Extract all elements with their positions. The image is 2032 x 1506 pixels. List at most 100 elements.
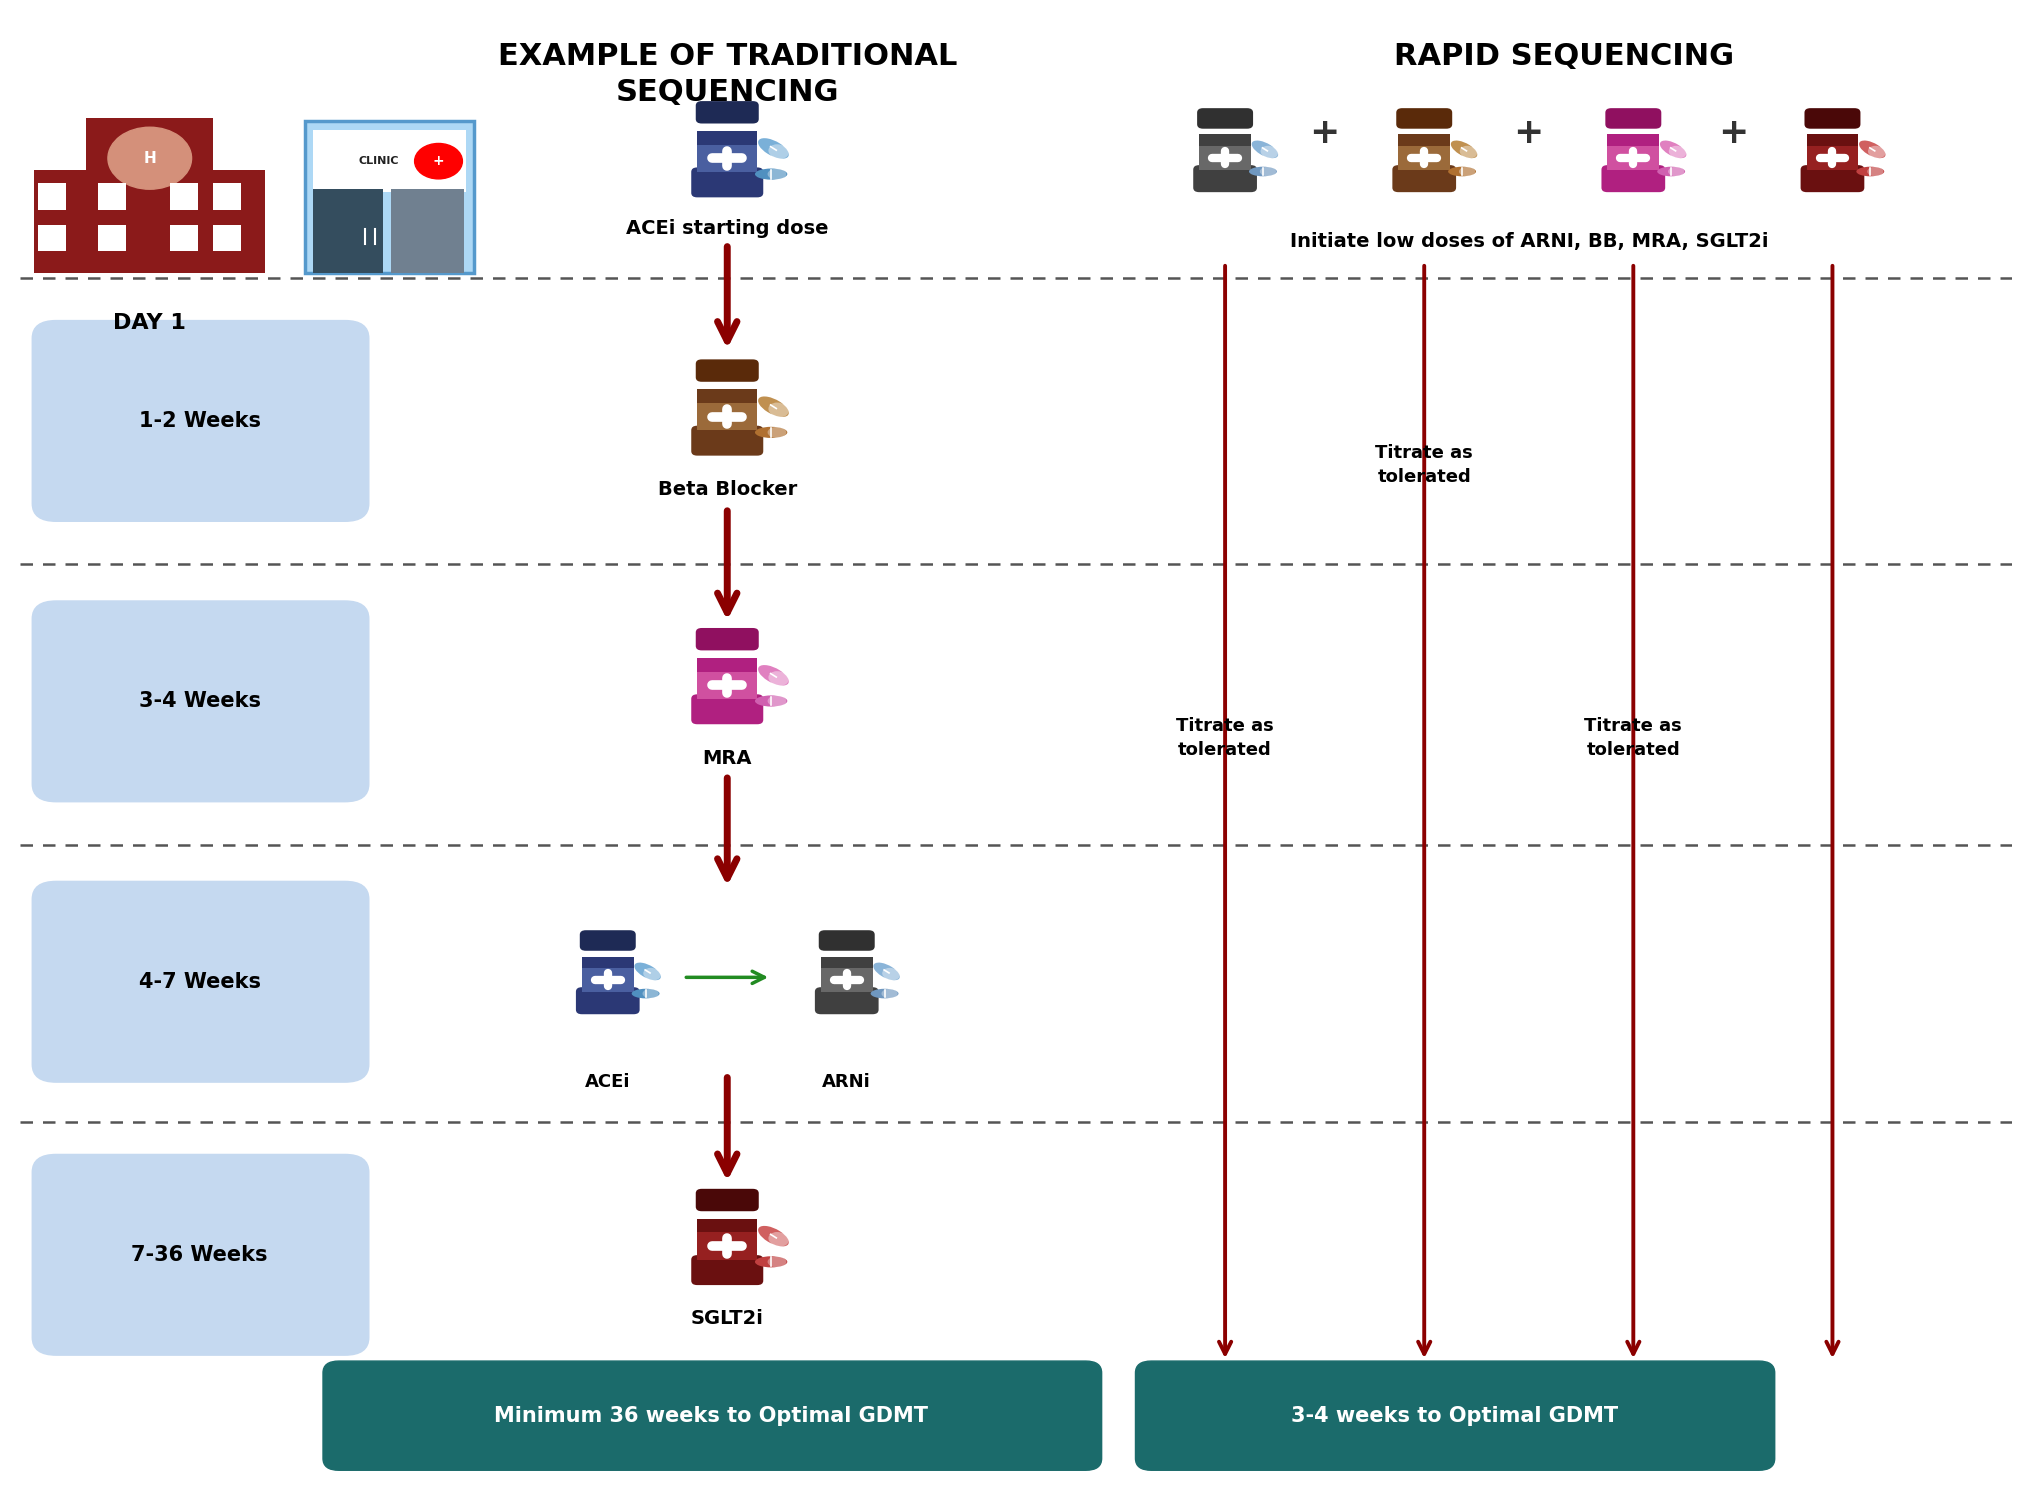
- Text: CLINIC: CLINIC: [358, 157, 398, 166]
- Ellipse shape: [644, 968, 660, 980]
- Text: ACEi starting dose: ACEi starting dose: [626, 218, 829, 238]
- FancyBboxPatch shape: [33, 601, 370, 801]
- Ellipse shape: [768, 402, 788, 417]
- FancyBboxPatch shape: [697, 672, 758, 699]
- FancyBboxPatch shape: [1199, 134, 1252, 146]
- FancyBboxPatch shape: [98, 224, 126, 252]
- Ellipse shape: [758, 139, 788, 158]
- Text: Initiate low doses of ARNI, BB, MRA, SGLT2i: Initiate low doses of ARNI, BB, MRA, SGL…: [1290, 232, 1768, 252]
- Text: Titrate as
tolerated: Titrate as tolerated: [1376, 444, 1473, 486]
- Ellipse shape: [632, 989, 660, 998]
- Text: 3-4 weeks to Optimal GDMT: 3-4 weeks to Optimal GDMT: [1290, 1405, 1617, 1426]
- Ellipse shape: [882, 968, 900, 980]
- FancyBboxPatch shape: [695, 101, 758, 123]
- FancyBboxPatch shape: [695, 1188, 758, 1211]
- Ellipse shape: [758, 396, 788, 417]
- Ellipse shape: [768, 169, 786, 179]
- Ellipse shape: [1668, 146, 1687, 158]
- FancyBboxPatch shape: [691, 167, 764, 197]
- FancyBboxPatch shape: [35, 262, 266, 274]
- FancyBboxPatch shape: [33, 321, 370, 521]
- Ellipse shape: [768, 1256, 786, 1268]
- Ellipse shape: [756, 169, 786, 179]
- FancyBboxPatch shape: [39, 224, 67, 252]
- Ellipse shape: [1459, 146, 1477, 158]
- FancyBboxPatch shape: [213, 184, 242, 209]
- FancyBboxPatch shape: [35, 170, 89, 267]
- Ellipse shape: [642, 989, 658, 998]
- Ellipse shape: [768, 696, 786, 706]
- FancyBboxPatch shape: [1806, 134, 1859, 146]
- FancyBboxPatch shape: [1199, 146, 1252, 170]
- Circle shape: [108, 127, 191, 190]
- Ellipse shape: [1260, 146, 1278, 158]
- Ellipse shape: [1859, 140, 1886, 158]
- Ellipse shape: [1252, 140, 1278, 158]
- Ellipse shape: [1459, 167, 1475, 176]
- FancyBboxPatch shape: [697, 1232, 758, 1259]
- FancyBboxPatch shape: [171, 224, 197, 252]
- Text: H: H: [144, 151, 156, 166]
- Ellipse shape: [756, 426, 786, 438]
- Text: Beta Blocker: Beta Blocker: [658, 480, 797, 498]
- Text: +: +: [433, 154, 445, 169]
- FancyBboxPatch shape: [390, 190, 465, 274]
- Ellipse shape: [1668, 167, 1685, 176]
- Ellipse shape: [1451, 140, 1477, 158]
- FancyBboxPatch shape: [323, 1361, 1101, 1470]
- FancyBboxPatch shape: [691, 426, 764, 456]
- FancyBboxPatch shape: [1392, 166, 1457, 193]
- Ellipse shape: [1449, 167, 1475, 176]
- FancyBboxPatch shape: [33, 881, 370, 1083]
- Ellipse shape: [870, 989, 898, 998]
- FancyBboxPatch shape: [1605, 108, 1662, 128]
- Ellipse shape: [1658, 167, 1685, 176]
- Text: ACEi: ACEi: [585, 1074, 630, 1092]
- Text: +: +: [1309, 116, 1339, 151]
- FancyBboxPatch shape: [691, 694, 764, 724]
- FancyBboxPatch shape: [98, 184, 126, 209]
- Ellipse shape: [768, 145, 788, 160]
- Ellipse shape: [756, 696, 786, 706]
- Text: EXAMPLE OF TRADITIONAL
SEQUENCING: EXAMPLE OF TRADITIONAL SEQUENCING: [498, 42, 957, 107]
- FancyBboxPatch shape: [695, 360, 758, 383]
- Text: 3-4 Weeks: 3-4 Weeks: [138, 691, 260, 711]
- Ellipse shape: [1867, 167, 1884, 176]
- Text: 7-36 Weeks: 7-36 Weeks: [132, 1245, 268, 1265]
- Ellipse shape: [1260, 167, 1276, 176]
- Ellipse shape: [756, 1256, 786, 1268]
- Ellipse shape: [1660, 140, 1687, 158]
- Text: ARNi: ARNi: [823, 1074, 872, 1092]
- FancyBboxPatch shape: [581, 968, 634, 991]
- FancyBboxPatch shape: [1804, 108, 1861, 128]
- FancyBboxPatch shape: [821, 956, 872, 968]
- Ellipse shape: [634, 962, 660, 980]
- Text: DAY 1: DAY 1: [114, 313, 187, 333]
- Ellipse shape: [768, 426, 786, 438]
- FancyBboxPatch shape: [821, 968, 872, 991]
- FancyBboxPatch shape: [1193, 166, 1258, 193]
- Text: Titrate as
tolerated: Titrate as tolerated: [1585, 717, 1682, 759]
- FancyBboxPatch shape: [697, 658, 758, 672]
- FancyBboxPatch shape: [697, 1218, 758, 1232]
- Ellipse shape: [1250, 167, 1276, 176]
- Ellipse shape: [874, 962, 900, 980]
- Ellipse shape: [1857, 167, 1884, 176]
- Text: Minimum 36 weeks to Optimal GDMT: Minimum 36 weeks to Optimal GDMT: [494, 1405, 929, 1426]
- FancyBboxPatch shape: [697, 390, 758, 404]
- FancyBboxPatch shape: [305, 122, 473, 274]
- FancyBboxPatch shape: [1398, 134, 1451, 146]
- FancyBboxPatch shape: [313, 130, 467, 193]
- Ellipse shape: [768, 672, 788, 685]
- FancyBboxPatch shape: [1197, 108, 1254, 128]
- FancyBboxPatch shape: [697, 404, 758, 431]
- Text: RAPID SEQUENCING: RAPID SEQUENCING: [1394, 42, 1733, 71]
- Text: 4-7 Weeks: 4-7 Weeks: [138, 971, 260, 992]
- Text: MRA: MRA: [703, 748, 752, 768]
- FancyBboxPatch shape: [213, 224, 242, 252]
- FancyBboxPatch shape: [209, 170, 266, 267]
- FancyBboxPatch shape: [579, 931, 636, 950]
- Text: +: +: [1514, 116, 1544, 151]
- Text: 1-2 Weeks: 1-2 Weeks: [138, 411, 260, 431]
- FancyBboxPatch shape: [1800, 166, 1863, 193]
